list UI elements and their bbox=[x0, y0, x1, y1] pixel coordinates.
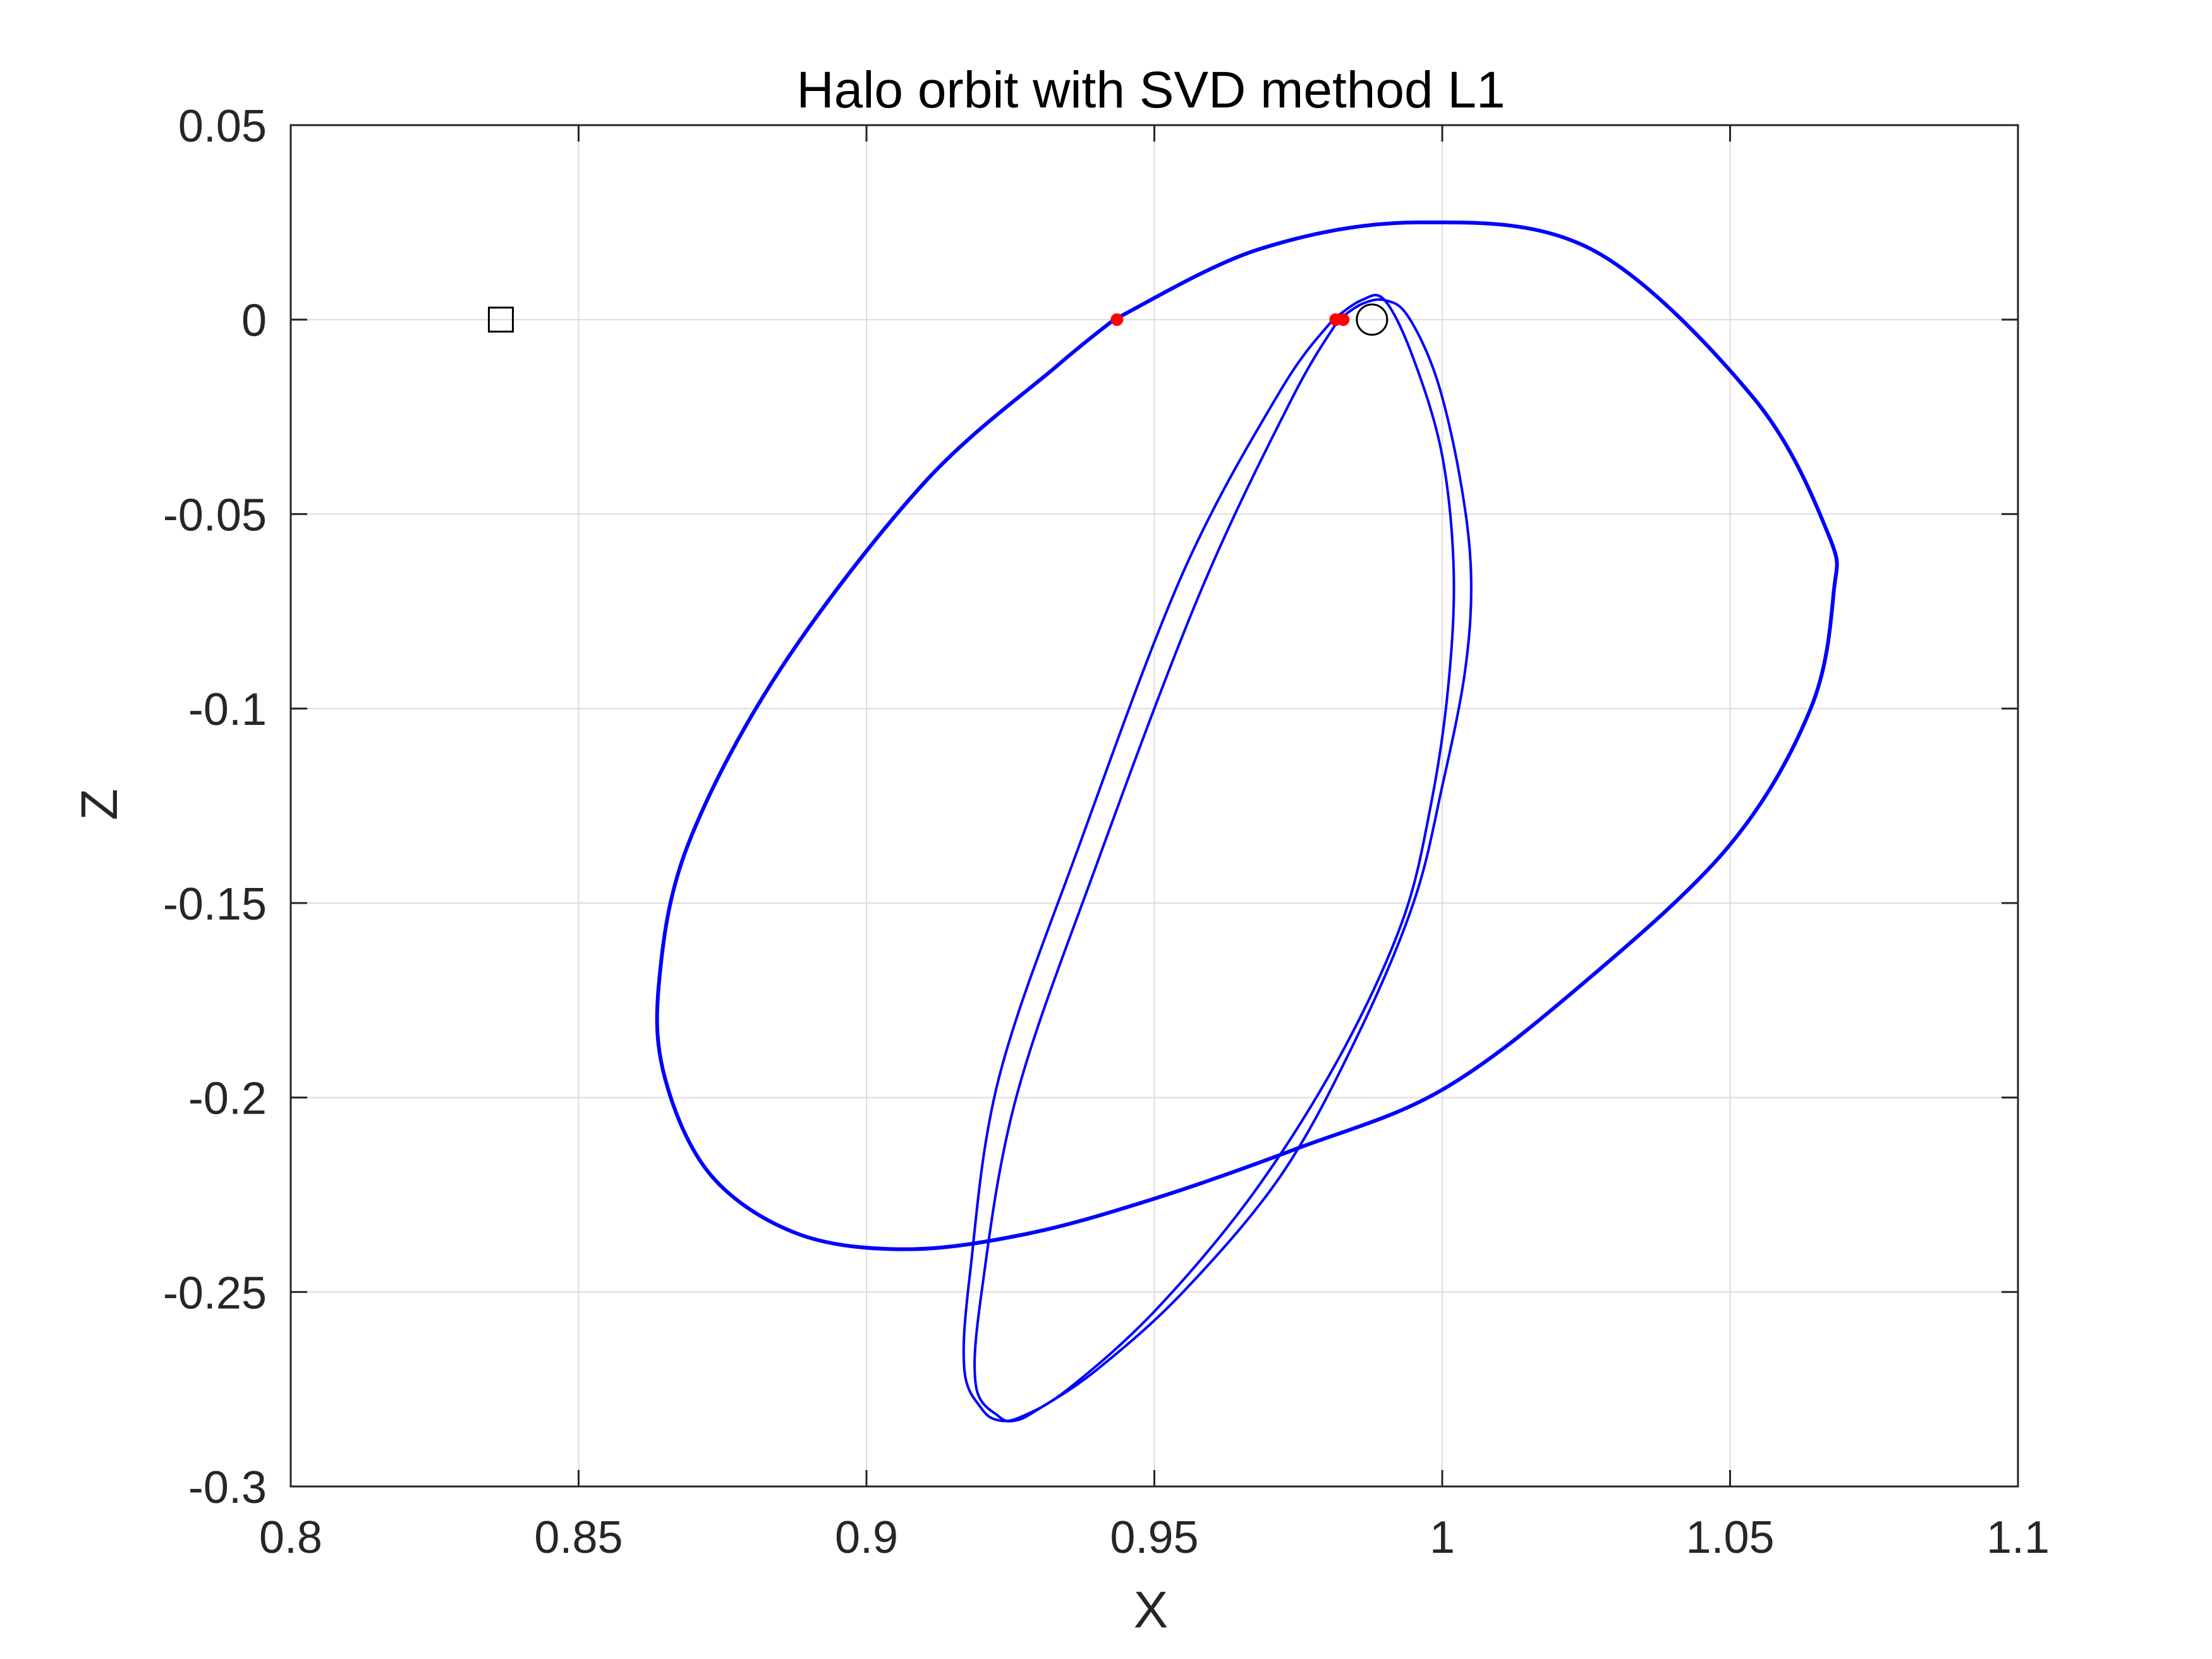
x-tick-label: 0.85 bbox=[534, 1512, 623, 1563]
x-axis-label: X bbox=[1134, 1581, 1169, 1639]
x-tick-labels: 0.8 0.85 0.9 0.95 1 1.05 1.1 bbox=[259, 1512, 2050, 1563]
y-tick-label: -0.3 bbox=[188, 1462, 267, 1513]
x-tick-label: 0.8 bbox=[259, 1512, 322, 1563]
y-tick-label: -0.25 bbox=[163, 1268, 267, 1318]
square-marker bbox=[488, 307, 514, 333]
series-layer bbox=[655, 220, 1839, 1423]
y-tick-label: 0 bbox=[241, 296, 267, 346]
tick-marks bbox=[289, 124, 2019, 1488]
orbit-line bbox=[962, 293, 1455, 1423]
y-tick-label: -0.15 bbox=[163, 879, 267, 930]
y-tick-label: 0.05 bbox=[178, 101, 267, 152]
x-tick-label: 0.9 bbox=[835, 1512, 898, 1563]
crossing-point bbox=[1110, 313, 1124, 326]
y-tick-labels: -0.3 -0.25 -0.2 -0.15 -0.1 -0.05 0 0.05 bbox=[163, 101, 267, 1513]
marker-layer bbox=[488, 303, 1389, 336]
x-tick-label: 1 bbox=[1430, 1512, 1455, 1563]
orbit-line bbox=[655, 220, 1839, 1251]
chart-title: Halo orbit with SVD method L1 bbox=[796, 61, 1505, 119]
x-tick-label: 0.95 bbox=[1110, 1512, 1198, 1563]
x-tick-label: 1.05 bbox=[1686, 1512, 1774, 1563]
y-tick-label: -0.05 bbox=[163, 490, 267, 540]
orbit-line bbox=[973, 298, 1473, 1423]
crossing-point bbox=[1337, 313, 1350, 326]
grid bbox=[290, 125, 2019, 1487]
y-axis-label: Z bbox=[71, 789, 128, 820]
circle-marker bbox=[1356, 303, 1389, 336]
y-tick-label: -0.2 bbox=[188, 1074, 267, 1124]
x-tick-label: 1.1 bbox=[1986, 1512, 2050, 1563]
y-tick-label: -0.1 bbox=[188, 684, 267, 735]
